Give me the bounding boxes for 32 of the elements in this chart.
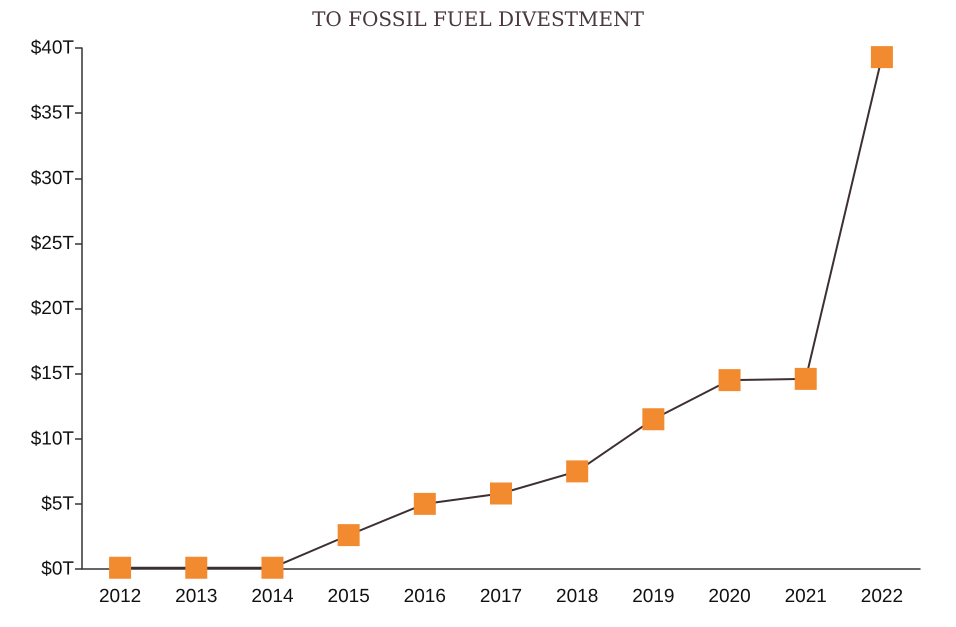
y-tick-label: $5T — [41, 493, 74, 514]
point — [338, 524, 360, 546]
x-tick-label: 2012 — [98, 586, 142, 607]
point — [490, 482, 512, 504]
y-tick-label: $10T — [30, 428, 74, 450]
x-tick-label: 2016 — [404, 586, 446, 607]
x-tick-label: 2017 — [480, 586, 522, 607]
point — [642, 408, 664, 430]
y-tick-label: $15T — [30, 363, 74, 384]
x-tick-label: 2013 — [175, 586, 218, 607]
point — [414, 492, 436, 515]
x-tick-label: 2019 — [632, 586, 675, 607]
y-tick-label: $30T — [30, 168, 74, 189]
point — [718, 369, 741, 392]
point — [794, 368, 817, 390]
point — [870, 46, 893, 68]
point — [109, 556, 132, 579]
x-tick-label: 2022 — [860, 586, 904, 607]
chart-title: TO FOSSIL FUEL DIVESTMENT — [312, 7, 645, 31]
x-tick-label: 2014 — [251, 586, 294, 607]
y-tick-label: $25T — [30, 232, 74, 254]
x-tick-label: 2020 — [708, 586, 751, 607]
x-tick-label: 2018 — [556, 586, 598, 607]
point — [185, 556, 208, 579]
y-tick-label: $40T — [30, 38, 74, 58]
x-tick-label: 2015 — [327, 586, 370, 607]
y-tick-label: $0T — [41, 558, 74, 580]
x-tick-label: 2021 — [784, 586, 827, 607]
point — [261, 556, 284, 579]
y-tick-label: $35T — [30, 102, 74, 124]
y-tick-label: $20T — [30, 298, 74, 319]
point — [566, 460, 588, 482]
